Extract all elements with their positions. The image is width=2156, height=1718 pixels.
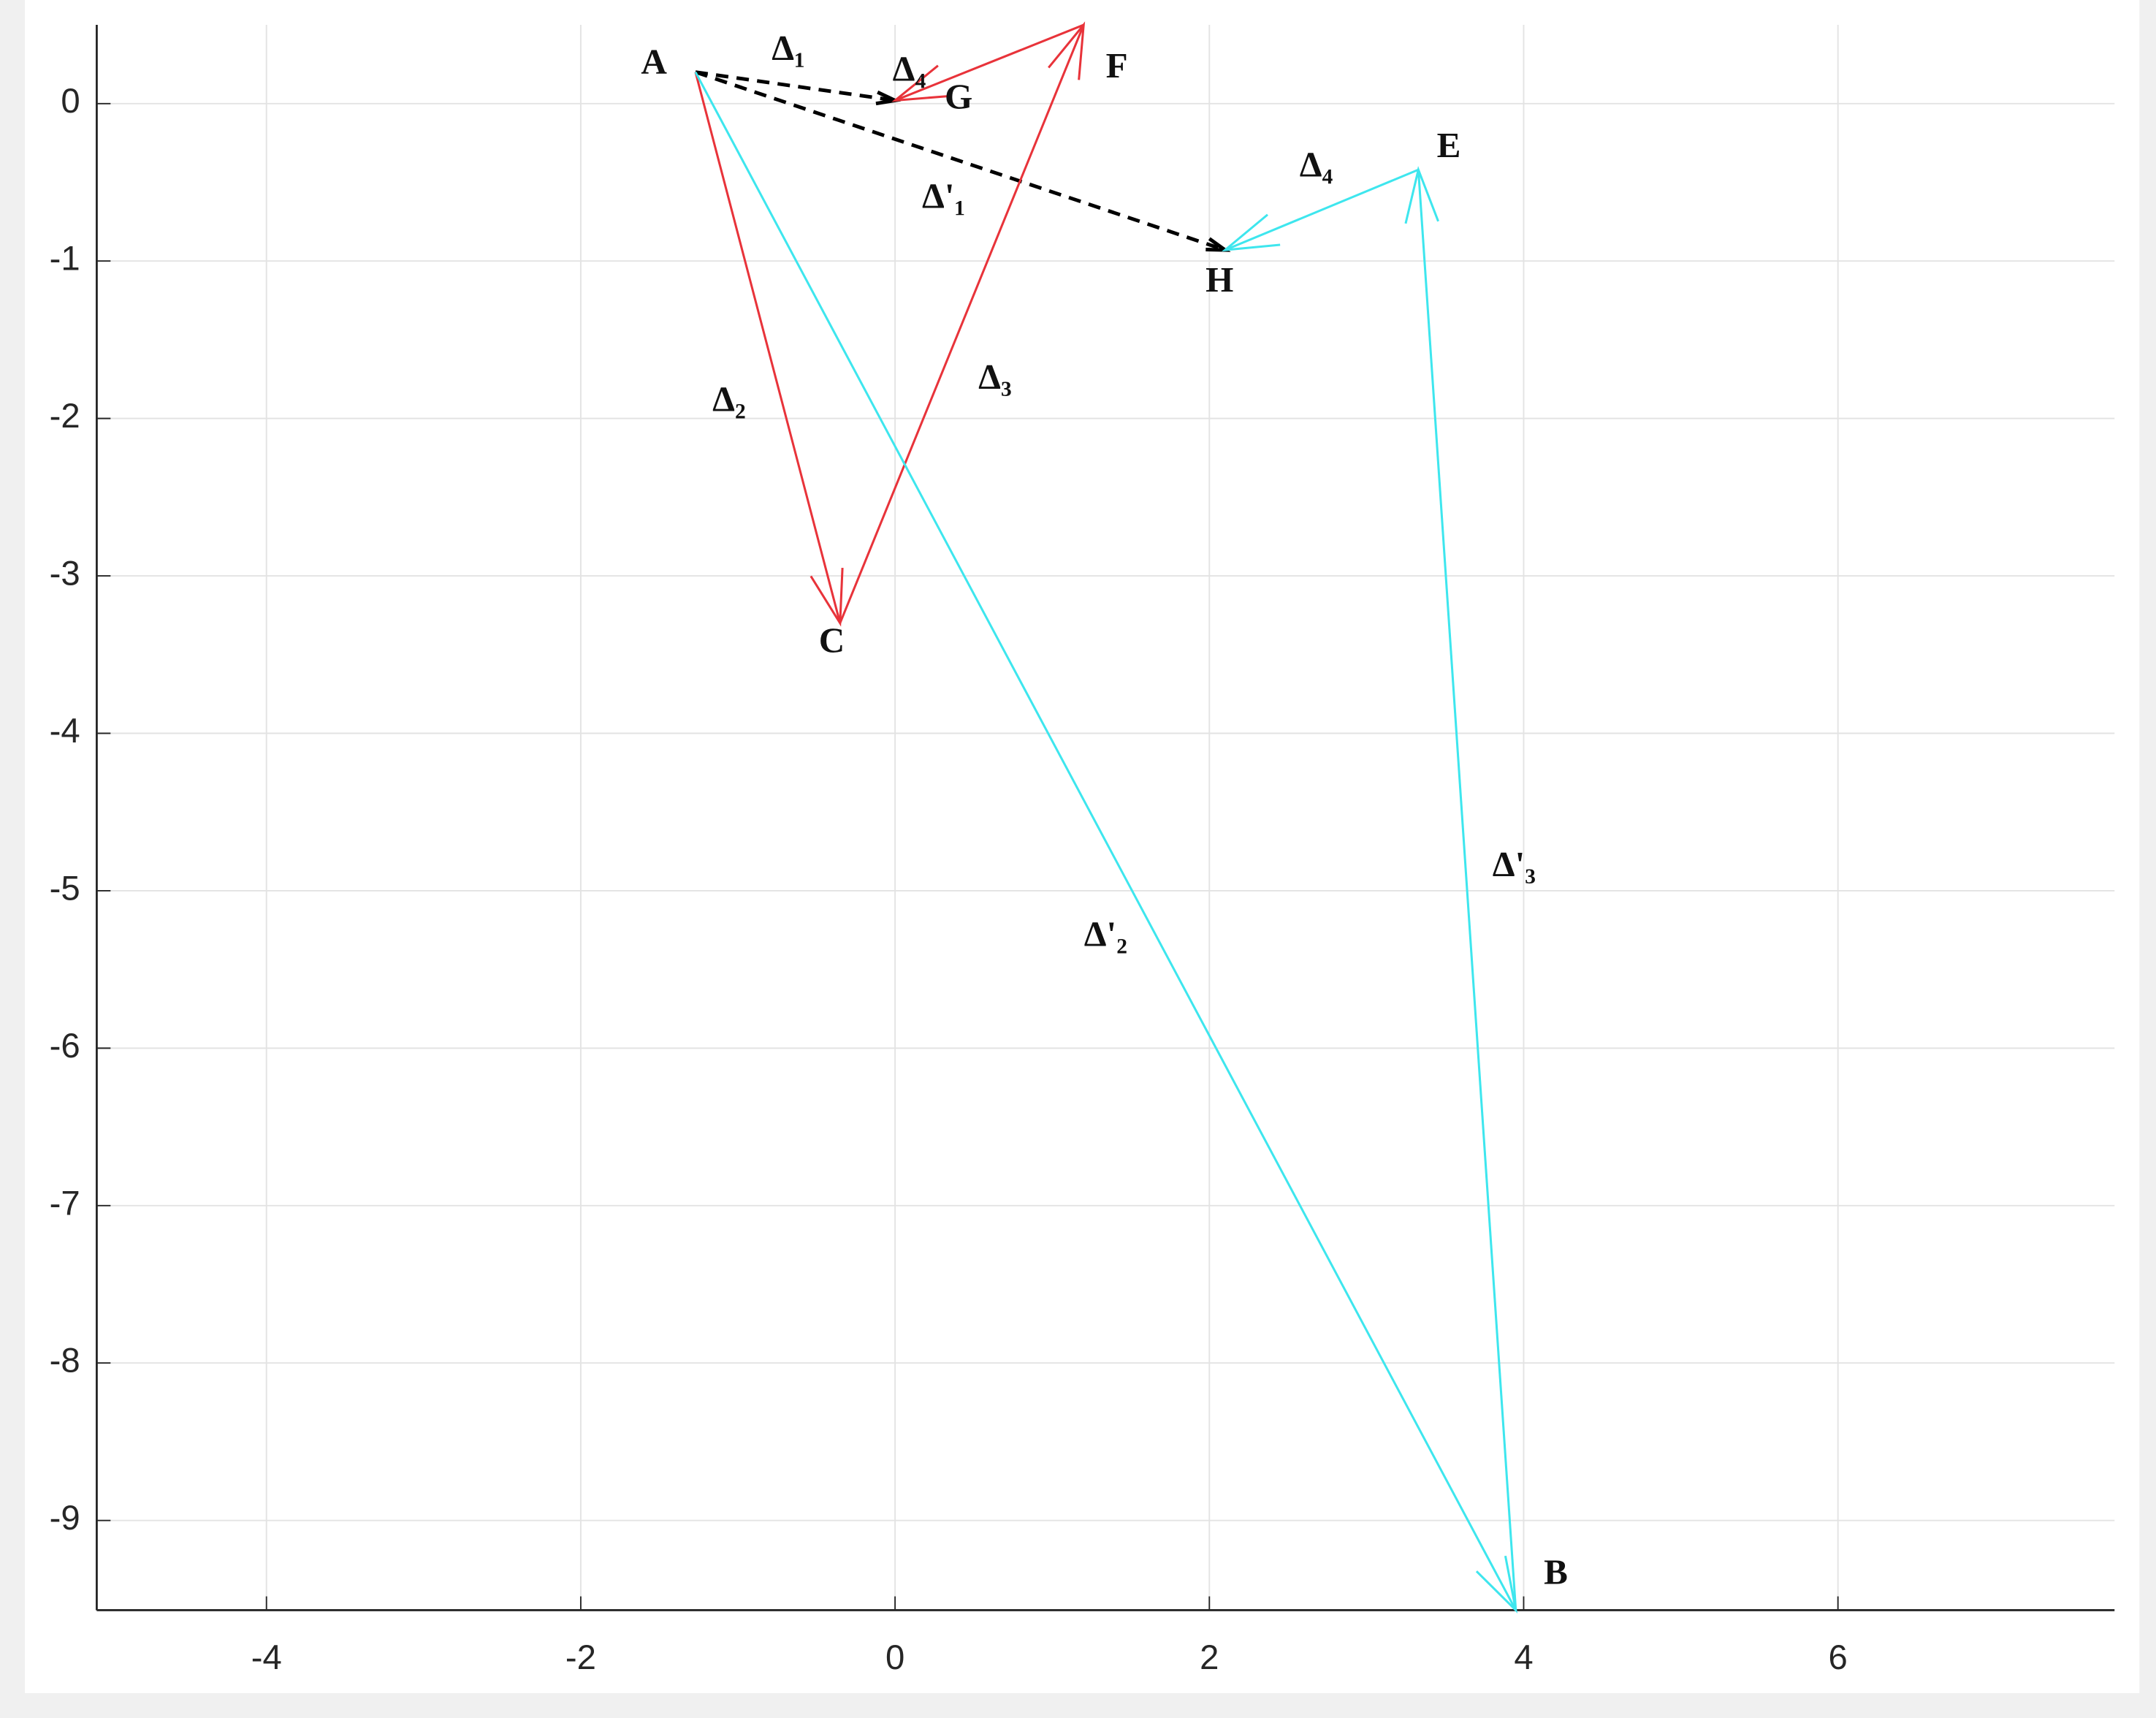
y-tick-label: -9: [50, 1499, 80, 1538]
vector-line: [695, 70, 896, 102]
y-tick-label: 0: [61, 82, 80, 121]
x-tick-label: -4: [251, 1638, 282, 1677]
y-tick-label: -4: [50, 712, 80, 750]
vector-line: [694, 71, 1517, 1611]
vector-label: Δ'₁: [922, 176, 965, 216]
x-tick-label: 4: [1514, 1638, 1533, 1677]
arrow-head: [891, 64, 951, 102]
x-tick-label: -2: [565, 1638, 596, 1677]
vector-label: Δ₃: [978, 357, 1012, 397]
point-label: H: [1205, 259, 1233, 300]
vector-label: Δ₁: [772, 28, 805, 68]
plot-background: [25, 0, 2140, 1693]
point-label: C: [819, 620, 845, 660]
y-tick-label: -1: [50, 240, 80, 278]
y-tick-label: -3: [50, 555, 80, 593]
y-tick-label: -2: [50, 397, 80, 436]
vector-label: Δ₄: [1300, 145, 1333, 185]
vector-label: Δ'₃: [1493, 844, 1536, 884]
y-tick-label: -7: [50, 1184, 80, 1223]
x-tick-label: 2: [1200, 1638, 1219, 1677]
x-tick-label: 6: [1829, 1638, 1848, 1677]
point-label: F: [1106, 45, 1128, 85]
point-label: E: [1437, 125, 1461, 165]
arrow-head: [1404, 166, 1439, 224]
vector-line: [839, 24, 1085, 624]
point-label: B: [1544, 1551, 1568, 1592]
vector-label: Δ₄: [893, 48, 926, 88]
point-label: G: [945, 77, 972, 117]
vector-line: [894, 23, 1084, 102]
arrow-head: [1475, 1555, 1518, 1614]
vector-label: Δ'₂: [1084, 914, 1127, 954]
point-label: A: [641, 42, 667, 82]
vector-line: [694, 72, 842, 624]
vector-label: Δ₂: [712, 379, 746, 419]
arrow-head: [1222, 213, 1281, 252]
grid: [95, 25, 2115, 1611]
y-tick-label: -8: [50, 1342, 80, 1380]
x-tick-label: 0: [885, 1638, 904, 1677]
y-tick-label: -5: [50, 869, 80, 908]
vector-line: [1224, 168, 1419, 251]
vector-line: [1417, 170, 1517, 1611]
labels: -4 -2 0 2 4 6 0 -1 -2 -3 -4 -5 -6 -7 -8 -9 Δ₁ Δ'₁ Δ₂ Δ₃ Δ₄ Δ'…: [50, 28, 1848, 1677]
marks: [694, 21, 1518, 1614]
vector-line: [695, 70, 1226, 252]
y-tick-label: -6: [50, 1027, 80, 1065]
